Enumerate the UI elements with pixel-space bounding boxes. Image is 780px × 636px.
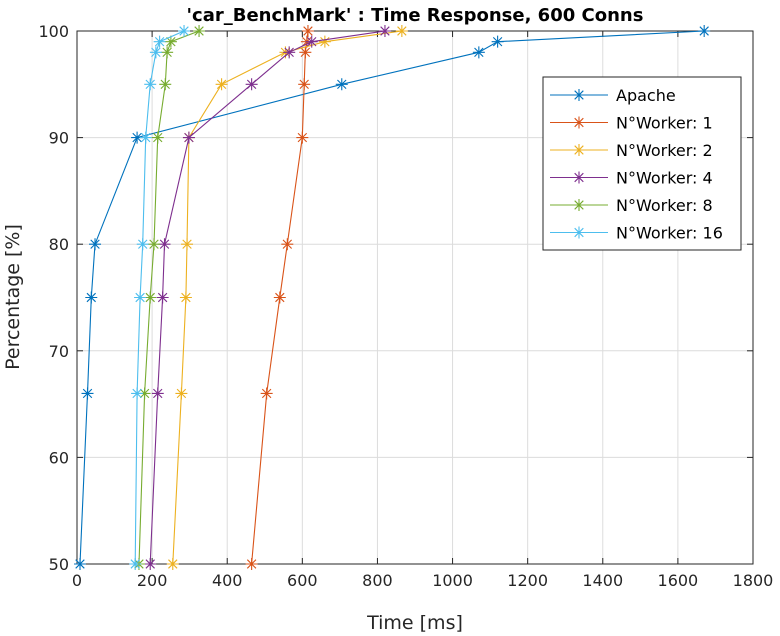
data-point (395, 25, 408, 37)
data-point (215, 78, 228, 91)
data-point (149, 46, 162, 59)
x-tick-label: 600 (287, 571, 318, 590)
x-tick-label: 200 (137, 571, 168, 590)
data-point (81, 387, 94, 400)
y-tick-label: 100 (38, 22, 69, 41)
data-point (131, 387, 144, 400)
series-layer (74, 25, 711, 570)
x-tick-label: 400 (212, 571, 243, 590)
legend-item: N°Worker: 1 (550, 114, 713, 133)
data-point (134, 291, 147, 304)
data-point (161, 46, 174, 59)
x-tick-label: 1800 (733, 571, 774, 590)
data-point (260, 387, 273, 400)
data-point (166, 558, 179, 570)
data-point (301, 25, 314, 37)
data-point (179, 291, 192, 304)
data-point (698, 25, 711, 37)
x-tick-label: 1400 (582, 571, 623, 590)
data-point (273, 291, 286, 304)
data-point (144, 558, 157, 570)
legend-item: N°Worker: 8 (550, 196, 713, 215)
data-point (89, 238, 102, 251)
data-point (151, 131, 164, 144)
plot-frame (76, 30, 754, 565)
legend-label: N°Worker: 8 (616, 196, 713, 215)
data-point (298, 78, 311, 91)
data-point (151, 387, 164, 400)
x-tick-label: 0 (72, 571, 82, 590)
legend-label: N°Worker: 1 (616, 114, 713, 133)
x-tick-label: 1600 (658, 571, 699, 590)
data-point (182, 131, 195, 144)
data-point (318, 35, 331, 48)
data-point (138, 387, 151, 400)
data-point (491, 35, 504, 48)
series-0 (74, 25, 711, 570)
data-point (378, 25, 391, 37)
legend-label: N°Worker: 2 (616, 141, 713, 160)
data-point (85, 291, 98, 304)
data-point (472, 46, 485, 59)
data-point (283, 46, 296, 59)
data-point (144, 291, 157, 304)
legend: Apache N°Worker: 1 N°Worker: 2 N°Worker: 4 N… (542, 76, 742, 251)
data-point (245, 78, 258, 91)
legend-label: N°Worker: 16 (616, 224, 723, 243)
legend-label: N°Worker: 4 (616, 169, 713, 188)
data-point (573, 89, 585, 101)
data-point (144, 78, 157, 91)
y-tick-label: 90 (49, 129, 69, 148)
data-point (147, 238, 160, 251)
x-tick-label: 1200 (507, 571, 548, 590)
data-point (299, 46, 312, 59)
legend-box (542, 76, 742, 251)
chart-title: 'car_BenchMark' : Time Response, 600 Con… (187, 5, 644, 26)
data-point (156, 291, 169, 304)
x-tick-label: 800 (362, 571, 393, 590)
data-point (573, 144, 585, 156)
data-point (181, 238, 194, 251)
series-3 (144, 25, 391, 570)
data-point (573, 226, 585, 239)
y-tick-label: 60 (49, 448, 69, 467)
y-tick-label: 80 (49, 235, 69, 254)
data-point (573, 199, 585, 211)
data-point (573, 171, 585, 184)
legend-label: Apache (616, 86, 676, 105)
data-point (164, 35, 177, 48)
data-point (296, 131, 309, 144)
data-point (159, 78, 172, 91)
y-tick-label: 70 (49, 342, 69, 361)
data-point (74, 558, 87, 570)
data-point (335, 78, 348, 91)
x-tick-label: 1000 (432, 571, 473, 590)
data-point (245, 558, 258, 570)
data-point (573, 116, 585, 129)
data-point (281, 238, 294, 251)
data-point (305, 35, 318, 48)
legend-item: N°Worker: 16 (550, 224, 723, 243)
data-point (178, 25, 191, 37)
legend-item: N°Worker: 4 (550, 169, 713, 188)
data-point (136, 238, 149, 251)
data-point (131, 131, 144, 144)
data-point (193, 25, 206, 37)
series-5 (129, 25, 191, 570)
legend-item: N°Worker: 2 (550, 141, 713, 160)
y-axis-label: Percentage [%] (2, 224, 24, 370)
data-point (158, 238, 171, 251)
data-point (139, 131, 152, 144)
x-axis-label: Time [ms] (366, 612, 463, 634)
data-point (129, 558, 142, 570)
y-tick-label: 50 (49, 555, 69, 574)
data-point (153, 35, 166, 48)
legend-item: Apache (550, 86, 676, 105)
data-point (175, 387, 188, 400)
